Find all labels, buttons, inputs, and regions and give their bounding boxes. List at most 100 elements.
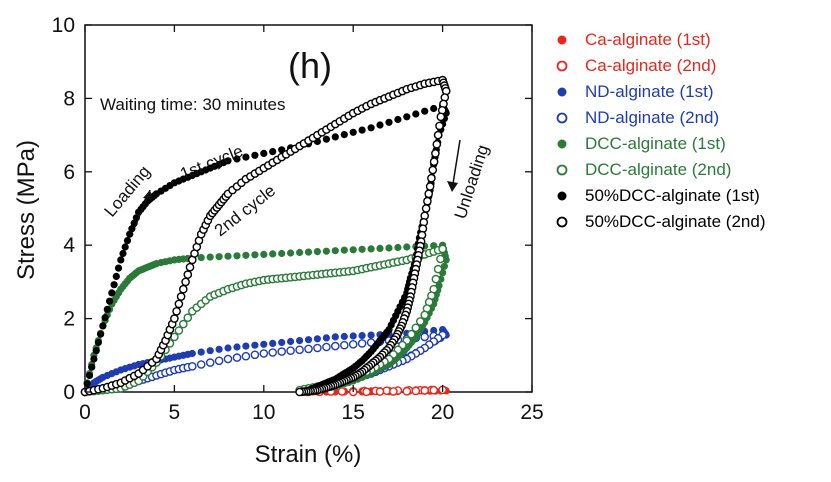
data-point: [367, 124, 375, 132]
data-point: [250, 350, 260, 360]
data-point: [296, 337, 304, 345]
data-point: [233, 155, 241, 163]
data-point: [223, 354, 233, 364]
data-point: [348, 339, 358, 349]
data-point: [110, 281, 118, 289]
data-point: [376, 244, 384, 252]
data-point: [183, 313, 193, 323]
data-point: [172, 306, 181, 316]
data-point: [304, 336, 313, 344]
data-point: [424, 189, 434, 199]
data-point: [123, 237, 132, 245]
data-point: [402, 386, 412, 396]
legend-label: 50%DCC-alginate (2nd): [585, 212, 765, 231]
data-point: [313, 248, 321, 256]
data-point: [183, 270, 193, 279]
data-point: [367, 245, 375, 253]
data-point: [88, 363, 96, 371]
data-point: [313, 335, 321, 343]
data-point: [268, 348, 278, 357]
data-point: [436, 254, 445, 264]
data-point: [427, 173, 436, 183]
data-point: [429, 385, 439, 395]
data-point: [188, 349, 196, 358]
data-point: [197, 348, 205, 356]
data-point: [176, 292, 186, 301]
data-point: [114, 264, 123, 272]
data-point: [415, 317, 425, 326]
data-point: [438, 244, 447, 254]
y-tick-label: 4: [63, 234, 75, 257]
data-point: [103, 305, 111, 313]
data-point: [178, 284, 188, 294]
data-point: [215, 253, 223, 261]
data-point: [322, 334, 330, 342]
data-point: [421, 204, 431, 213]
legend-marker: [556, 216, 568, 228]
data-point: [295, 387, 304, 397]
data-point: [337, 387, 347, 396]
data-point: [286, 346, 295, 356]
data-point: [242, 153, 250, 161]
axis-ticks: 0 5 10 15 20 25 0 2 4 6 8 10: [52, 14, 544, 424]
data-point: [296, 248, 304, 257]
data-point: [121, 243, 129, 251]
data-point: [117, 256, 125, 264]
x-tick-label: 0: [79, 401, 91, 424]
y-tick-label: 6: [63, 161, 75, 184]
data-point: [433, 130, 443, 140]
y-tick-label: 2: [63, 308, 75, 331]
data-point: [170, 314, 179, 323]
data-point: [394, 243, 402, 252]
legend-marker: [556, 112, 568, 124]
data-point: [181, 277, 190, 287]
data-point: [331, 133, 339, 141]
data-point: [436, 112, 446, 122]
data-point: [206, 253, 214, 261]
loading-arrow: [134, 189, 153, 228]
panel-label: (h): [288, 45, 332, 86]
data-point: [403, 113, 411, 121]
legend-marker: [557, 139, 567, 149]
data-point: [349, 128, 357, 136]
data-point: [394, 115, 402, 124]
data-point: [94, 338, 102, 347]
legend-label: Ca-alginate (2nd): [585, 56, 716, 75]
data-point: [128, 225, 136, 233]
data-point: [224, 344, 232, 352]
data-point: [251, 251, 259, 259]
data-point: [389, 387, 398, 396]
x-tick-label: 20: [431, 401, 454, 424]
y-axis-title: Stress (MPa): [13, 140, 40, 280]
data-point: [224, 252, 232, 260]
x-axis-title: Strain (%): [255, 441, 362, 468]
data-point: [260, 250, 268, 258]
data-point: [331, 333, 339, 341]
data-point: [242, 251, 250, 259]
data-point: [440, 262, 448, 270]
data-point: [349, 246, 357, 254]
legend-marker: [556, 164, 568, 176]
legend-label: ND-alginate (1st): [585, 82, 714, 101]
data-point: [205, 358, 215, 367]
data-point: [295, 345, 304, 355]
data-point: [241, 351, 251, 361]
data-point: [197, 254, 205, 262]
data-point: [304, 344, 313, 354]
data-point: [206, 347, 214, 355]
data-point: [431, 149, 440, 158]
data-point: [112, 272, 120, 280]
legend: Ca-alginate (1st) Ca-alginate (2nd) ND-alg…: [556, 30, 765, 231]
data-point: [340, 131, 348, 139]
waiting-time-label: Waiting time: 30 minutes: [100, 95, 286, 114]
legend-label: 50%DCC-alginate (1st): [585, 186, 760, 205]
data-point: [406, 329, 416, 339]
data-point: [349, 332, 357, 340]
data-point: [196, 360, 206, 369]
data-point: [428, 165, 438, 175]
data-point: [287, 337, 295, 346]
data-point: [420, 310, 430, 320]
data-point: [278, 338, 286, 347]
data-point: [313, 343, 322, 353]
y-tick-label: 10: [52, 14, 75, 37]
